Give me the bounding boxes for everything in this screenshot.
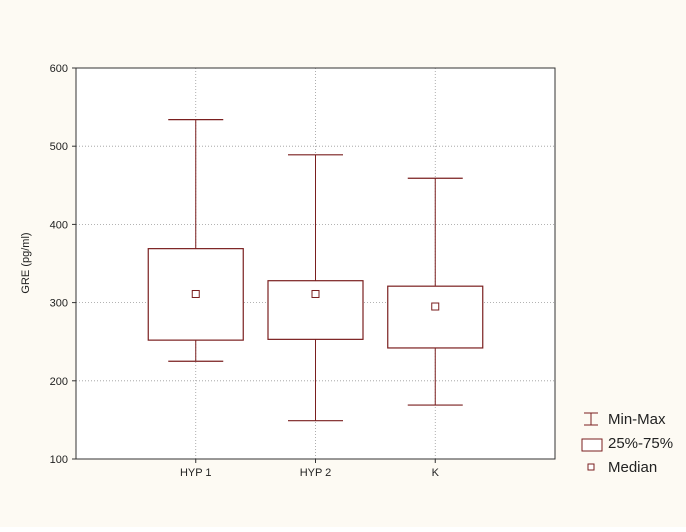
legend-item-iqr: 25%-75% — [581, 435, 673, 452]
x-axis: HYP 1 HYP 2 K — [180, 459, 440, 479]
legend-item-median: Median — [587, 459, 657, 476]
y-tick-label: 500 — [50, 141, 68, 153]
legend-item-minmax: Min-Max — [584, 411, 666, 428]
legend-label: Min-Max — [608, 411, 666, 428]
box-hyp-2 — [267, 154, 364, 422]
x-tick-label: HYP 2 — [300, 467, 332, 479]
y-tick-label: 200 — [50, 376, 68, 388]
y-axis-label: GRE (pg/ml) — [20, 232, 32, 293]
legend: Min-Max 25%-75% Median — [581, 411, 673, 476]
median-marker — [431, 302, 440, 311]
x-tick-label: K — [432, 467, 440, 479]
y-tick-label: 400 — [50, 219, 68, 231]
box-hyp-1 — [147, 119, 244, 362]
median-marker — [191, 289, 200, 298]
box-k — [387, 177, 484, 406]
median-icon — [587, 463, 595, 471]
y-tick-label: 100 — [50, 454, 68, 466]
legend-label: Median — [608, 459, 657, 476]
iqr-box — [267, 280, 364, 340]
median-marker — [311, 289, 320, 298]
y-axis: 100 200 300 400 500 600 — [50, 63, 76, 466]
iqr-icon — [581, 438, 603, 452]
x-tick-label: HYP 1 — [180, 467, 212, 479]
y-tick-label: 600 — [50, 63, 68, 75]
iqr-box — [387, 285, 484, 349]
legend-label: 25%-75% — [608, 435, 673, 452]
y-tick-label: 300 — [50, 298, 68, 310]
box-series — [147, 119, 484, 422]
